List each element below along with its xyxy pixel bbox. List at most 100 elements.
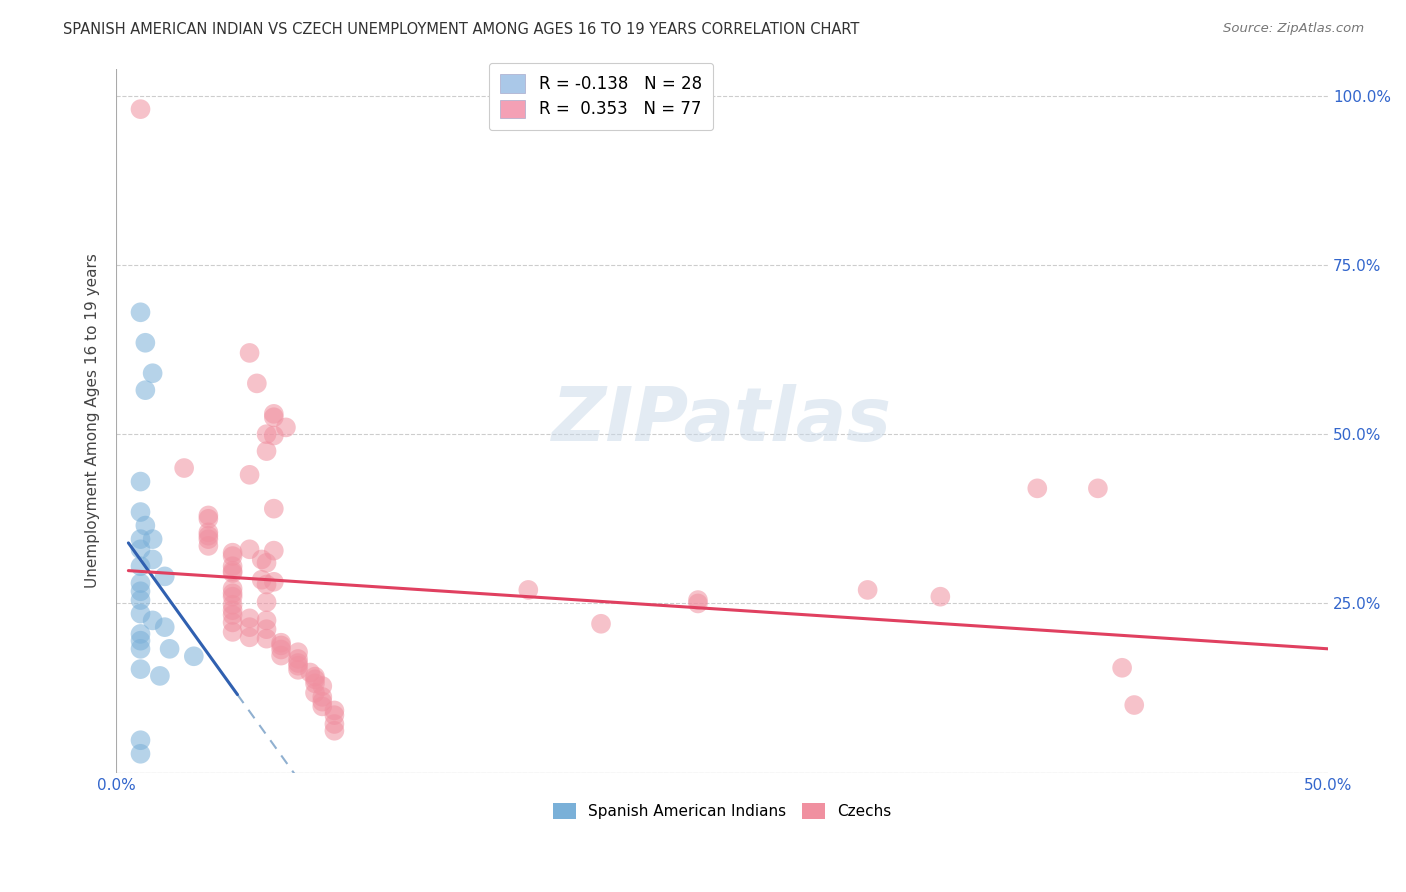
Point (304, 670, 326, 684)
Point (239, 611, 262, 625)
Point (686, 593, 709, 607)
Point (129, 559, 152, 574)
Point (129, 542, 152, 557)
Point (142, 552, 165, 566)
Point (250, 552, 273, 566)
Text: ZIPatlas: ZIPatlas (553, 384, 893, 457)
Point (299, 665, 322, 680)
Point (142, 366, 165, 380)
Point (239, 542, 262, 557)
Point (129, 102, 152, 116)
Point (197, 508, 219, 523)
Point (256, 595, 278, 609)
Point (287, 658, 309, 673)
Point (1111, 661, 1133, 675)
Point (239, 620, 262, 634)
Point (129, 505, 152, 519)
Point (129, 662, 152, 676)
Point (304, 676, 326, 690)
Point (270, 636, 292, 650)
Point (256, 427, 278, 442)
Point (1026, 481, 1049, 495)
Point (311, 679, 333, 693)
Point (304, 686, 326, 700)
Point (221, 546, 243, 560)
Point (256, 622, 278, 636)
Point (221, 598, 243, 612)
Point (134, 335, 156, 350)
Point (929, 590, 952, 604)
Point (221, 564, 243, 578)
Point (263, 543, 285, 558)
Point (221, 590, 243, 604)
Legend: Spanish American Indians, Czechs: Spanish American Indians, Czechs (547, 797, 897, 825)
Point (159, 641, 181, 656)
Point (197, 529, 219, 543)
Point (270, 639, 292, 653)
Point (134, 518, 156, 533)
Point (173, 461, 195, 475)
Point (270, 642, 292, 657)
Point (197, 539, 219, 553)
Point (129, 475, 152, 489)
Point (221, 549, 243, 563)
Point (153, 569, 176, 583)
Point (221, 615, 243, 630)
Point (197, 532, 219, 546)
Point (129, 733, 152, 747)
Point (134, 383, 156, 397)
Point (287, 652, 309, 666)
Point (239, 467, 262, 482)
Point (129, 584, 152, 599)
Point (274, 420, 297, 434)
Point (263, 410, 285, 425)
Point (129, 593, 152, 607)
Point (323, 717, 346, 731)
Point (129, 607, 152, 621)
Point (129, 532, 152, 546)
Point (221, 586, 243, 600)
Point (263, 428, 285, 442)
Point (142, 613, 165, 627)
Point (287, 645, 309, 659)
Point (239, 630, 262, 644)
Point (287, 656, 309, 670)
Point (263, 407, 285, 421)
Point (311, 699, 333, 714)
Y-axis label: Unemployment Among Ages 16 to 19 years: Unemployment Among Ages 16 to 19 years (86, 253, 100, 588)
Point (856, 582, 879, 597)
Point (221, 603, 243, 617)
Point (1123, 698, 1146, 712)
Text: SPANISH AMERICAN INDIAN VS CZECH UNEMPLOYMENT AMONG AGES 16 TO 19 YEARS CORRELAT: SPANISH AMERICAN INDIAN VS CZECH UNEMPLO… (63, 22, 859, 37)
Point (686, 597, 709, 611)
Point (256, 613, 278, 627)
Point (304, 673, 326, 687)
Point (129, 576, 152, 591)
Point (197, 512, 219, 526)
Point (149, 669, 172, 683)
Point (221, 566, 243, 580)
Point (589, 616, 612, 631)
Point (129, 305, 152, 319)
Point (256, 444, 278, 458)
Point (221, 607, 243, 622)
Point (263, 574, 285, 589)
Point (1087, 481, 1109, 495)
Point (323, 723, 346, 738)
Point (221, 559, 243, 574)
Point (129, 747, 152, 761)
Text: Source: ZipAtlas.com: Source: ZipAtlas.com (1223, 22, 1364, 36)
Point (183, 649, 205, 664)
Point (246, 376, 269, 391)
Point (263, 501, 285, 516)
Point (129, 641, 152, 656)
Point (129, 633, 152, 648)
Point (239, 346, 262, 360)
Point (153, 620, 176, 634)
Point (287, 663, 309, 677)
Point (256, 577, 278, 591)
Point (270, 648, 292, 663)
Point (323, 708, 346, 723)
Point (517, 582, 540, 597)
Point (256, 632, 278, 646)
